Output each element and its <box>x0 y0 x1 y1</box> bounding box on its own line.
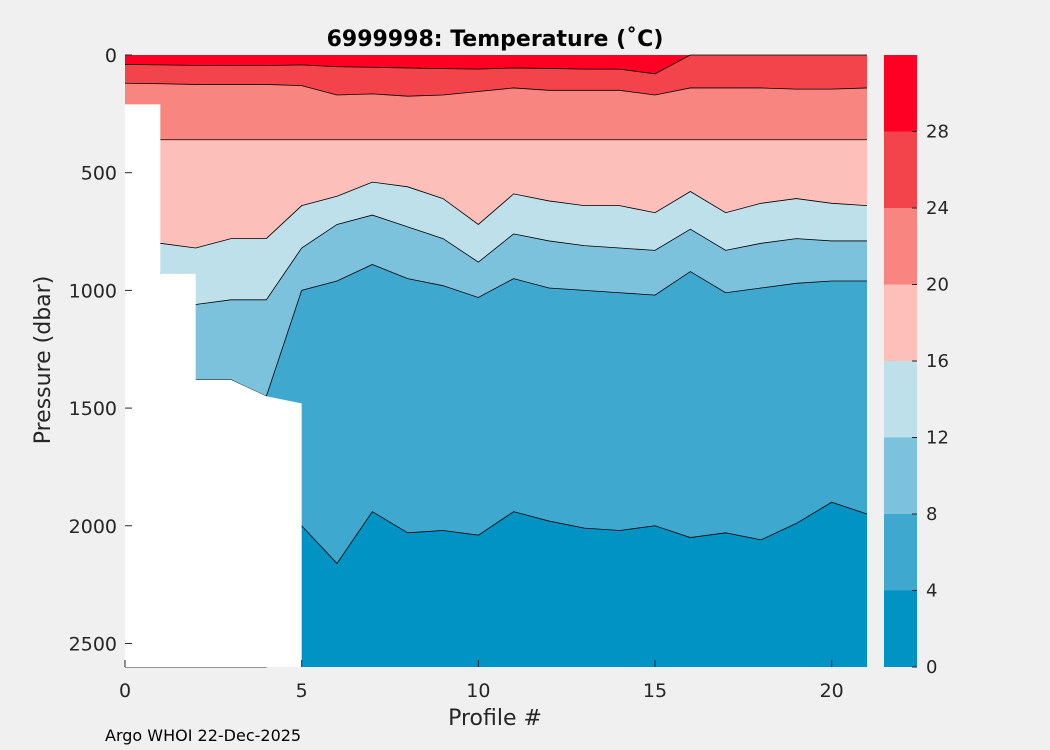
y-tick-label: 2500 <box>69 633 117 655</box>
x-tick-label: 0 <box>119 680 131 702</box>
contour-lines <box>124 54 868 668</box>
colorbar-tick-label: 4 <box>926 581 937 602</box>
colorbar-tick-label: 20 <box>926 275 949 296</box>
colorbar-segment <box>884 208 917 285</box>
x-axis-label: Profile # <box>448 706 542 731</box>
colorbar-segment <box>884 590 917 667</box>
contour-fills <box>125 55 867 667</box>
contour-band <box>125 139 867 249</box>
x-tick-label: 20 <box>820 680 844 702</box>
colorbar-tick-label: 8 <box>926 504 937 525</box>
colorbar-tick-label: 24 <box>926 198 949 219</box>
contour-line <box>124 82 868 97</box>
colorbar-segment <box>884 514 917 591</box>
contour-line <box>125 214 867 305</box>
chart-title: 6999998: Temperature (˚C) <box>327 27 664 52</box>
y-axis-label: Pressure (dbar) <box>31 276 56 445</box>
colorbar-segment <box>884 131 917 208</box>
contour-band <box>125 182 867 305</box>
contour-band <box>125 215 867 397</box>
x-axis: 0 5 10 15 20 <box>119 660 844 702</box>
contour-band <box>125 55 867 97</box>
contour-band <box>125 83 867 140</box>
x-tick-label: 15 <box>643 680 667 702</box>
y-tick-label: 0 <box>105 45 117 67</box>
colorbar-segment <box>884 284 917 361</box>
colorbar-tick-label: 28 <box>926 122 949 143</box>
contour-band <box>125 264 867 667</box>
colorbar-segment <box>884 361 917 438</box>
y-tick-label: 1000 <box>69 280 117 302</box>
contour-line <box>124 54 867 75</box>
colorbar-segment <box>884 55 917 132</box>
y-tick-label: 2000 <box>69 516 117 538</box>
credit-text: Argo WHOI 22-Dec-2025 <box>105 726 301 745</box>
y-tick-label: 500 <box>81 163 117 185</box>
colorbar-segment <box>884 437 917 514</box>
y-tick-label: 1500 <box>69 398 117 420</box>
contour-line <box>125 181 868 249</box>
colorbar-tick-label: 0 <box>926 657 937 678</box>
x-tick-label: 5 <box>296 680 308 702</box>
x-tick-label: 10 <box>466 680 490 702</box>
colorbar-tick-label: 16 <box>926 351 949 372</box>
contour-band <box>125 502 867 667</box>
colorbar-tick-label: 12 <box>926 428 949 449</box>
y-axis: 0 500 1000 1500 2000 2500 <box>69 45 132 655</box>
plot-area <box>124 54 868 668</box>
no-data-region <box>125 104 302 667</box>
colorbar: 0 4 8 12 16 20 24 28 <box>884 55 949 678</box>
contour-band <box>125 55 867 74</box>
